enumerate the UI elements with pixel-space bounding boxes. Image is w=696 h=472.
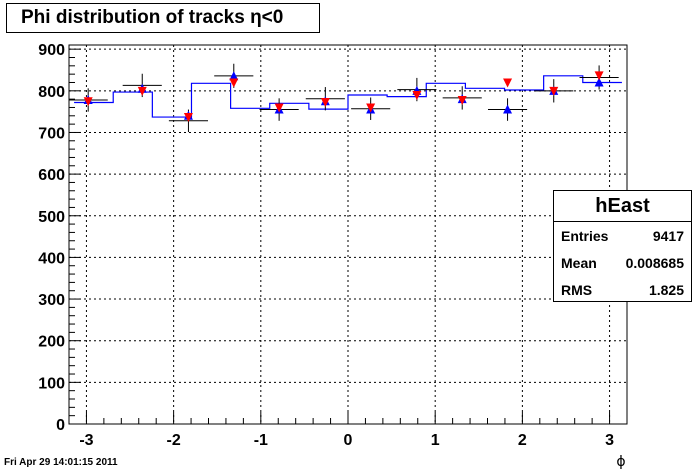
- stats-row-mean: Mean 0.008685: [554, 249, 691, 276]
- y-tick-label: 900: [38, 42, 65, 59]
- x-tick-label: 0: [344, 432, 353, 449]
- chart-title: Phi distribution of tracks η<0: [6, 3, 320, 33]
- y-tick-label: 200: [38, 334, 65, 351]
- data-point-triangle-down: [594, 71, 604, 81]
- data-point-triangle-down: [137, 86, 147, 96]
- y-tick-label: 300: [38, 292, 65, 309]
- stats-row-rms: RMS 1.825: [554, 276, 691, 303]
- y-tick-label: 800: [38, 84, 65, 101]
- y-tick-label: 500: [38, 209, 65, 226]
- data-point-triangle-down: [503, 78, 513, 88]
- data-point-triangle-down: [229, 78, 239, 88]
- x-tick-label: 2: [518, 432, 527, 449]
- histogram-step: [74, 75, 622, 118]
- stats-row-entries: Entries 9417: [554, 222, 691, 249]
- x-tick-label: 3: [605, 432, 614, 449]
- data-point-triangle-down: [183, 113, 193, 123]
- data-point-triangle-up: [503, 104, 513, 114]
- entries-value: 9417: [652, 227, 684, 244]
- rms-value: 1.825: [648, 281, 684, 298]
- data-point-triangle-down: [274, 103, 284, 113]
- x-axis-label: ϕ: [616, 454, 625, 470]
- y-tick-label: 600: [38, 167, 65, 184]
- data-point-triangle-down: [320, 98, 330, 108]
- mean-value: 0.008685: [625, 254, 684, 271]
- rms-label: RMS: [561, 281, 593, 298]
- data-point-triangle-up: [594, 77, 604, 87]
- data-point-triangle-down: [366, 103, 376, 113]
- data-point-triangle-down: [412, 90, 422, 100]
- x-tick-label: -2: [167, 432, 181, 449]
- data-point-triangle-down: [549, 86, 559, 96]
- data-point-triangle-down: [83, 97, 93, 107]
- x-tick-label: 1: [431, 432, 440, 449]
- y-tick-label: 400: [38, 250, 65, 267]
- stats-name: hEast: [554, 191, 691, 222]
- mean-label: Mean: [561, 254, 597, 271]
- data-point-triangle-up: [229, 71, 239, 81]
- x-tick-label: -3: [79, 432, 93, 449]
- y-tick-label: 700: [38, 125, 65, 142]
- entries-label: Entries: [561, 227, 609, 244]
- y-tick-label: 100: [38, 375, 65, 392]
- x-tick-label: -1: [254, 432, 268, 449]
- timestamp-footer: Fri Apr 29 14:01:15 2011: [4, 457, 118, 468]
- stats-box: hEast Entries 9417 Mean 0.008685 RMS 1.8…: [553, 190, 692, 302]
- y-tick-label: 0: [56, 417, 65, 434]
- data-point-triangle-down: [457, 95, 467, 105]
